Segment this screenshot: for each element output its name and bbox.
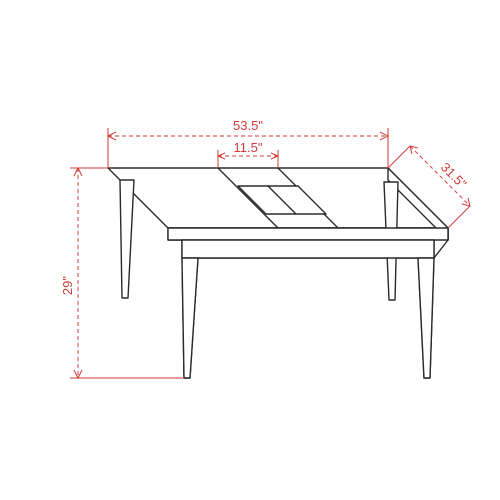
- table-dimension-drawing: 53.5" 11.5" 31.5" 29": [0, 0, 500, 500]
- label-leaf-width: 11.5": [234, 140, 263, 155]
- leg-back-left: [120, 180, 134, 298]
- table-outline: [108, 168, 448, 378]
- label-height: 29": [60, 276, 75, 295]
- label-depth: 31.5": [438, 160, 470, 192]
- label-overall-width: 53.5": [233, 118, 263, 133]
